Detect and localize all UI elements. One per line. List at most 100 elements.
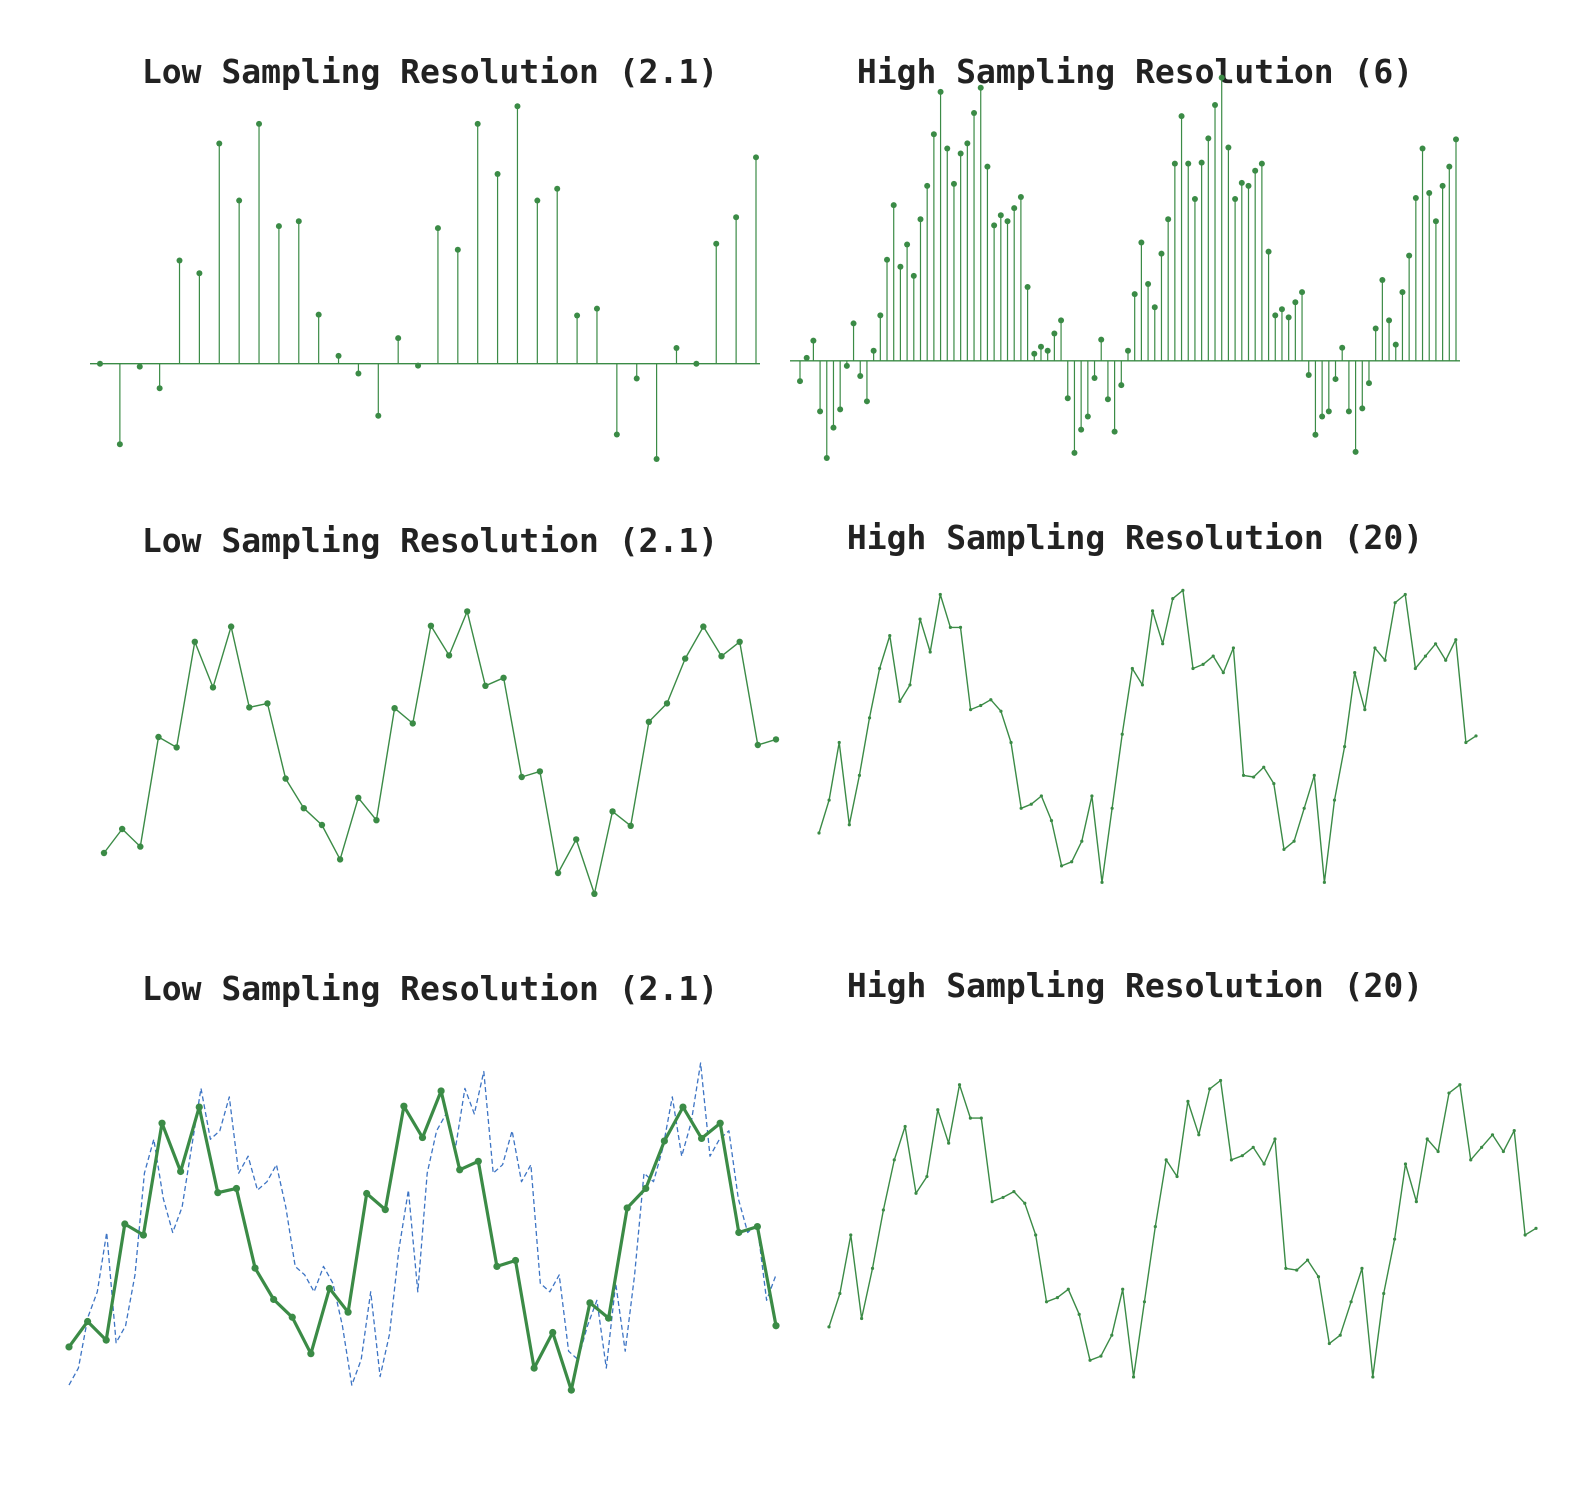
stem-marker: [1332, 376, 1339, 383]
stem-marker: [593, 305, 600, 312]
stem-marker: [937, 88, 944, 95]
series-line: [828, 1079, 1537, 1378]
data-point: [849, 1233, 853, 1237]
stem-marker: [1178, 113, 1185, 120]
stem-marker: [713, 240, 720, 247]
stem-marker: [1446, 163, 1453, 170]
stem-marker: [1017, 194, 1024, 201]
stem-marker: [897, 263, 904, 270]
data-point: [586, 1299, 594, 1307]
data-point: [947, 1141, 951, 1145]
data-point: [1490, 1133, 1495, 1137]
panel-title: High Sampling Resolution (6): [856, 52, 1414, 91]
data-point: [1349, 1300, 1353, 1304]
data-point: [1284, 1266, 1288, 1270]
data-point: [1197, 1133, 1201, 1137]
stem-marker: [1265, 248, 1272, 255]
data-point: [860, 1316, 864, 1321]
data-point: [754, 741, 762, 749]
data-point: [336, 856, 344, 863]
data-point: [1140, 683, 1145, 687]
stem-marker: [534, 197, 541, 204]
data-point: [264, 700, 271, 707]
data-point: [1211, 654, 1215, 658]
data-point: [232, 1184, 241, 1193]
panel-title: High Sampling Resolution (20): [846, 518, 1424, 557]
data-point: [1171, 596, 1175, 601]
line-chart-low-overlay: [65, 1062, 780, 1394]
stem-marker: [335, 352, 342, 359]
stem-marker: [877, 312, 884, 319]
data-point: [1150, 609, 1155, 613]
data-point: [1001, 1195, 1005, 1200]
stem-marker: [1392, 341, 1399, 348]
stem-marker: [1232, 196, 1239, 203]
stem-chart-high: [790, 74, 1460, 461]
stem-marker: [1185, 160, 1192, 167]
stem-marker: [1292, 299, 1299, 306]
data-point: [898, 699, 902, 703]
data-point: [214, 1189, 222, 1197]
data-point: [1110, 1333, 1114, 1337]
data-point: [391, 705, 398, 712]
data-point: [1218, 1078, 1223, 1083]
data-point: [518, 773, 525, 781]
data-point: [979, 1116, 983, 1120]
data-point: [270, 1295, 278, 1304]
stem-marker: [236, 197, 243, 204]
stem-marker: [1111, 428, 1118, 435]
data-point: [307, 1350, 315, 1358]
stem-marker: [1151, 304, 1158, 311]
data-point: [1393, 601, 1397, 605]
stem-marker: [1098, 336, 1105, 343]
stem-marker: [857, 373, 864, 380]
data-point: [968, 1116, 972, 1120]
data-point: [409, 720, 416, 727]
data-point: [493, 1262, 501, 1270]
data-point: [989, 698, 993, 702]
stem-marker: [797, 378, 803, 385]
data-point: [100, 849, 108, 857]
data-point: [938, 592, 942, 597]
stem-marker: [1379, 276, 1386, 283]
data-point: [958, 625, 963, 629]
stem-marker: [1419, 145, 1426, 152]
data-point: [1534, 1226, 1538, 1230]
data-point: [867, 716, 872, 720]
data-point: [1403, 1162, 1408, 1166]
data-point: [892, 1158, 896, 1162]
stem-marker: [1138, 239, 1145, 246]
stem-marker: [1285, 314, 1292, 321]
data-point: [817, 831, 821, 835]
stem-marker: [1365, 380, 1372, 387]
stem-marker: [1071, 449, 1078, 456]
data-point: [1353, 670, 1357, 675]
panel-title: Low Sampling Resolution (2.1): [141, 969, 719, 1008]
stem-marker: [196, 270, 203, 277]
stem-marker: [574, 312, 581, 319]
stem-marker: [375, 412, 382, 419]
series-line: [818, 589, 1477, 883]
data-point: [1332, 798, 1337, 802]
stem-marker: [1037, 343, 1044, 350]
stem-marker: [1432, 218, 1439, 225]
stem-marker: [843, 362, 850, 369]
data-point: [660, 1137, 668, 1145]
data-point: [1273, 1137, 1277, 1141]
data-point: [736, 638, 743, 645]
stem-marker: [1078, 426, 1085, 433]
stem-marker: [256, 120, 263, 127]
data-point: [177, 1167, 185, 1176]
stem-marker: [97, 360, 103, 367]
stem-marker: [315, 311, 322, 318]
data-point: [1393, 1237, 1397, 1241]
data-point: [1458, 1083, 1462, 1087]
stem-marker: [917, 216, 924, 223]
data-point: [1338, 1333, 1342, 1337]
stem-marker: [1031, 350, 1038, 357]
stem-marker: [1278, 306, 1285, 313]
stem-marker: [863, 398, 870, 405]
stem-marker: [1011, 205, 1018, 212]
data-point: [1292, 839, 1296, 843]
